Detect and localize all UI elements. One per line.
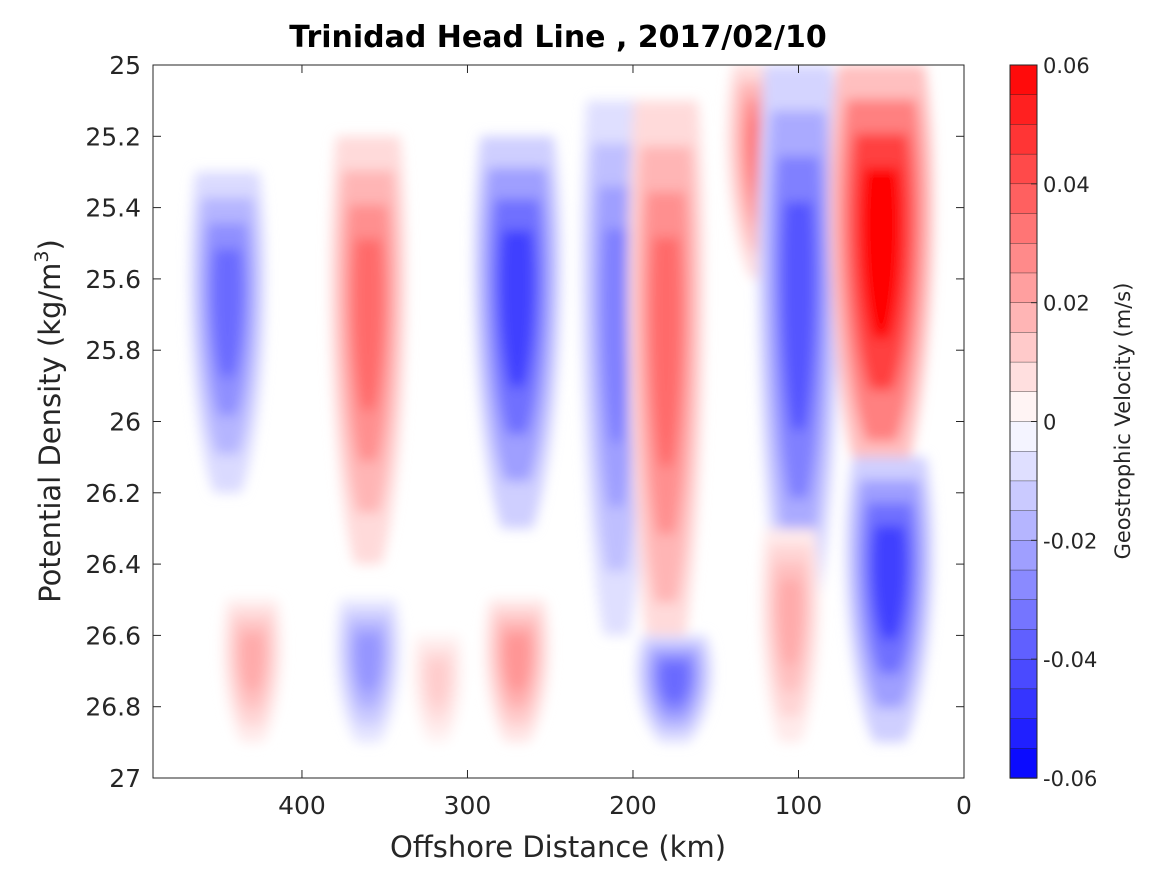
colorbar-band <box>1009 658 1038 690</box>
velocity-feature <box>778 579 803 666</box>
colorbar-band <box>1009 451 1038 482</box>
y-tick-label: 26.8 <box>85 693 141 722</box>
colorbar-tick-label: -0.06 <box>1043 767 1097 791</box>
colorbar-band <box>1009 718 1038 749</box>
colorbar-band <box>1009 688 1038 720</box>
y-tick-label: 26.4 <box>85 550 141 579</box>
colorbar-band <box>1009 629 1038 660</box>
y-tick-label: 27 <box>109 764 141 793</box>
colorbar-band <box>1009 94 1038 126</box>
velocity-feature <box>860 167 903 339</box>
y-tick-label: 26.2 <box>85 479 141 508</box>
colorbar-tick-label: 0.06 <box>1043 54 1090 78</box>
x-axis: 400 300 200 100 0 <box>278 65 972 820</box>
colorbar-band <box>1009 421 1038 452</box>
colorbar-band <box>1009 748 1038 779</box>
x-axis-label: Offshore Distance (km) <box>390 830 726 864</box>
x-tick-label: 100 <box>775 791 823 820</box>
colorbar-band <box>1009 213 1038 244</box>
y-tick-label: 25.6 <box>85 265 141 294</box>
colorbar-band <box>1009 302 1038 334</box>
velocity-field <box>189 65 934 743</box>
velocity-feature <box>602 228 631 443</box>
colorbar-band <box>1009 599 1038 631</box>
velocity-feature <box>499 230 535 388</box>
y-axis: 25 25.2 25.4 25.6 25.8 26 26.2 26.4 26.6 26.8 27 <box>85 51 964 793</box>
velocity-feature <box>650 237 682 466</box>
colorbar-band <box>1009 183 1038 215</box>
colorbar-band <box>1009 361 1038 393</box>
colorbar-tick-label: -0.02 <box>1043 529 1097 553</box>
colorbar-band <box>1009 540 1038 571</box>
colorbar-tick-label: 0 <box>1043 411 1056 435</box>
chart-title: Trinidad Head Line , 2017/02/10 <box>289 20 826 55</box>
y-tick-label: 26.6 <box>85 621 141 650</box>
colorbar-band <box>1009 332 1038 363</box>
colorbar-ticks: 0.06 0.04 0.02 0 -0.02 -0.04 -0.06 <box>1031 54 1097 791</box>
x-tick-label: 300 <box>444 791 492 820</box>
colorbar-band <box>1009 272 1038 304</box>
colorbar-tick-label: -0.04 <box>1043 648 1097 672</box>
velocity-feature <box>427 661 448 704</box>
velocity-feature <box>352 238 384 411</box>
colorbar-label: Geostrophic Velocity (m/s) <box>1111 283 1135 560</box>
colorbar-band <box>1009 510 1038 542</box>
x-tick-label: 0 <box>956 791 972 820</box>
colorbar-band <box>1009 64 1038 96</box>
y-tick-label: 25.2 <box>85 122 141 151</box>
x-tick-label: 200 <box>609 791 657 820</box>
y-axis-label: Potential Density (kg/m3) <box>31 239 67 603</box>
y-tick-label: 26 <box>109 408 141 437</box>
velocity-feature <box>872 525 908 640</box>
colorbar-band <box>1009 153 1038 185</box>
velocity-feature <box>659 661 690 704</box>
colorbar <box>1009 64 1038 779</box>
y-tick-label: 25 <box>109 51 141 80</box>
velocity-feature <box>504 633 531 692</box>
colorbar-tick-label: 0.02 <box>1043 292 1090 316</box>
y-tick-label: 25.8 <box>85 336 141 365</box>
colorbar-tick-label: 0.04 <box>1043 173 1090 197</box>
y-tick-label: 25.4 <box>85 194 141 223</box>
velocity-feature <box>212 248 243 378</box>
velocity-feature <box>782 201 815 431</box>
colorbar-band <box>1009 124 1038 155</box>
colorbar-band <box>1009 391 1038 423</box>
colorbar-band <box>1009 480 1038 512</box>
colorbar-band <box>1009 569 1038 601</box>
velocity-feature <box>240 633 265 692</box>
x-tick-label: 400 <box>278 791 326 820</box>
colorbar-band <box>1009 243 1038 274</box>
velocity-feature <box>355 633 382 692</box>
